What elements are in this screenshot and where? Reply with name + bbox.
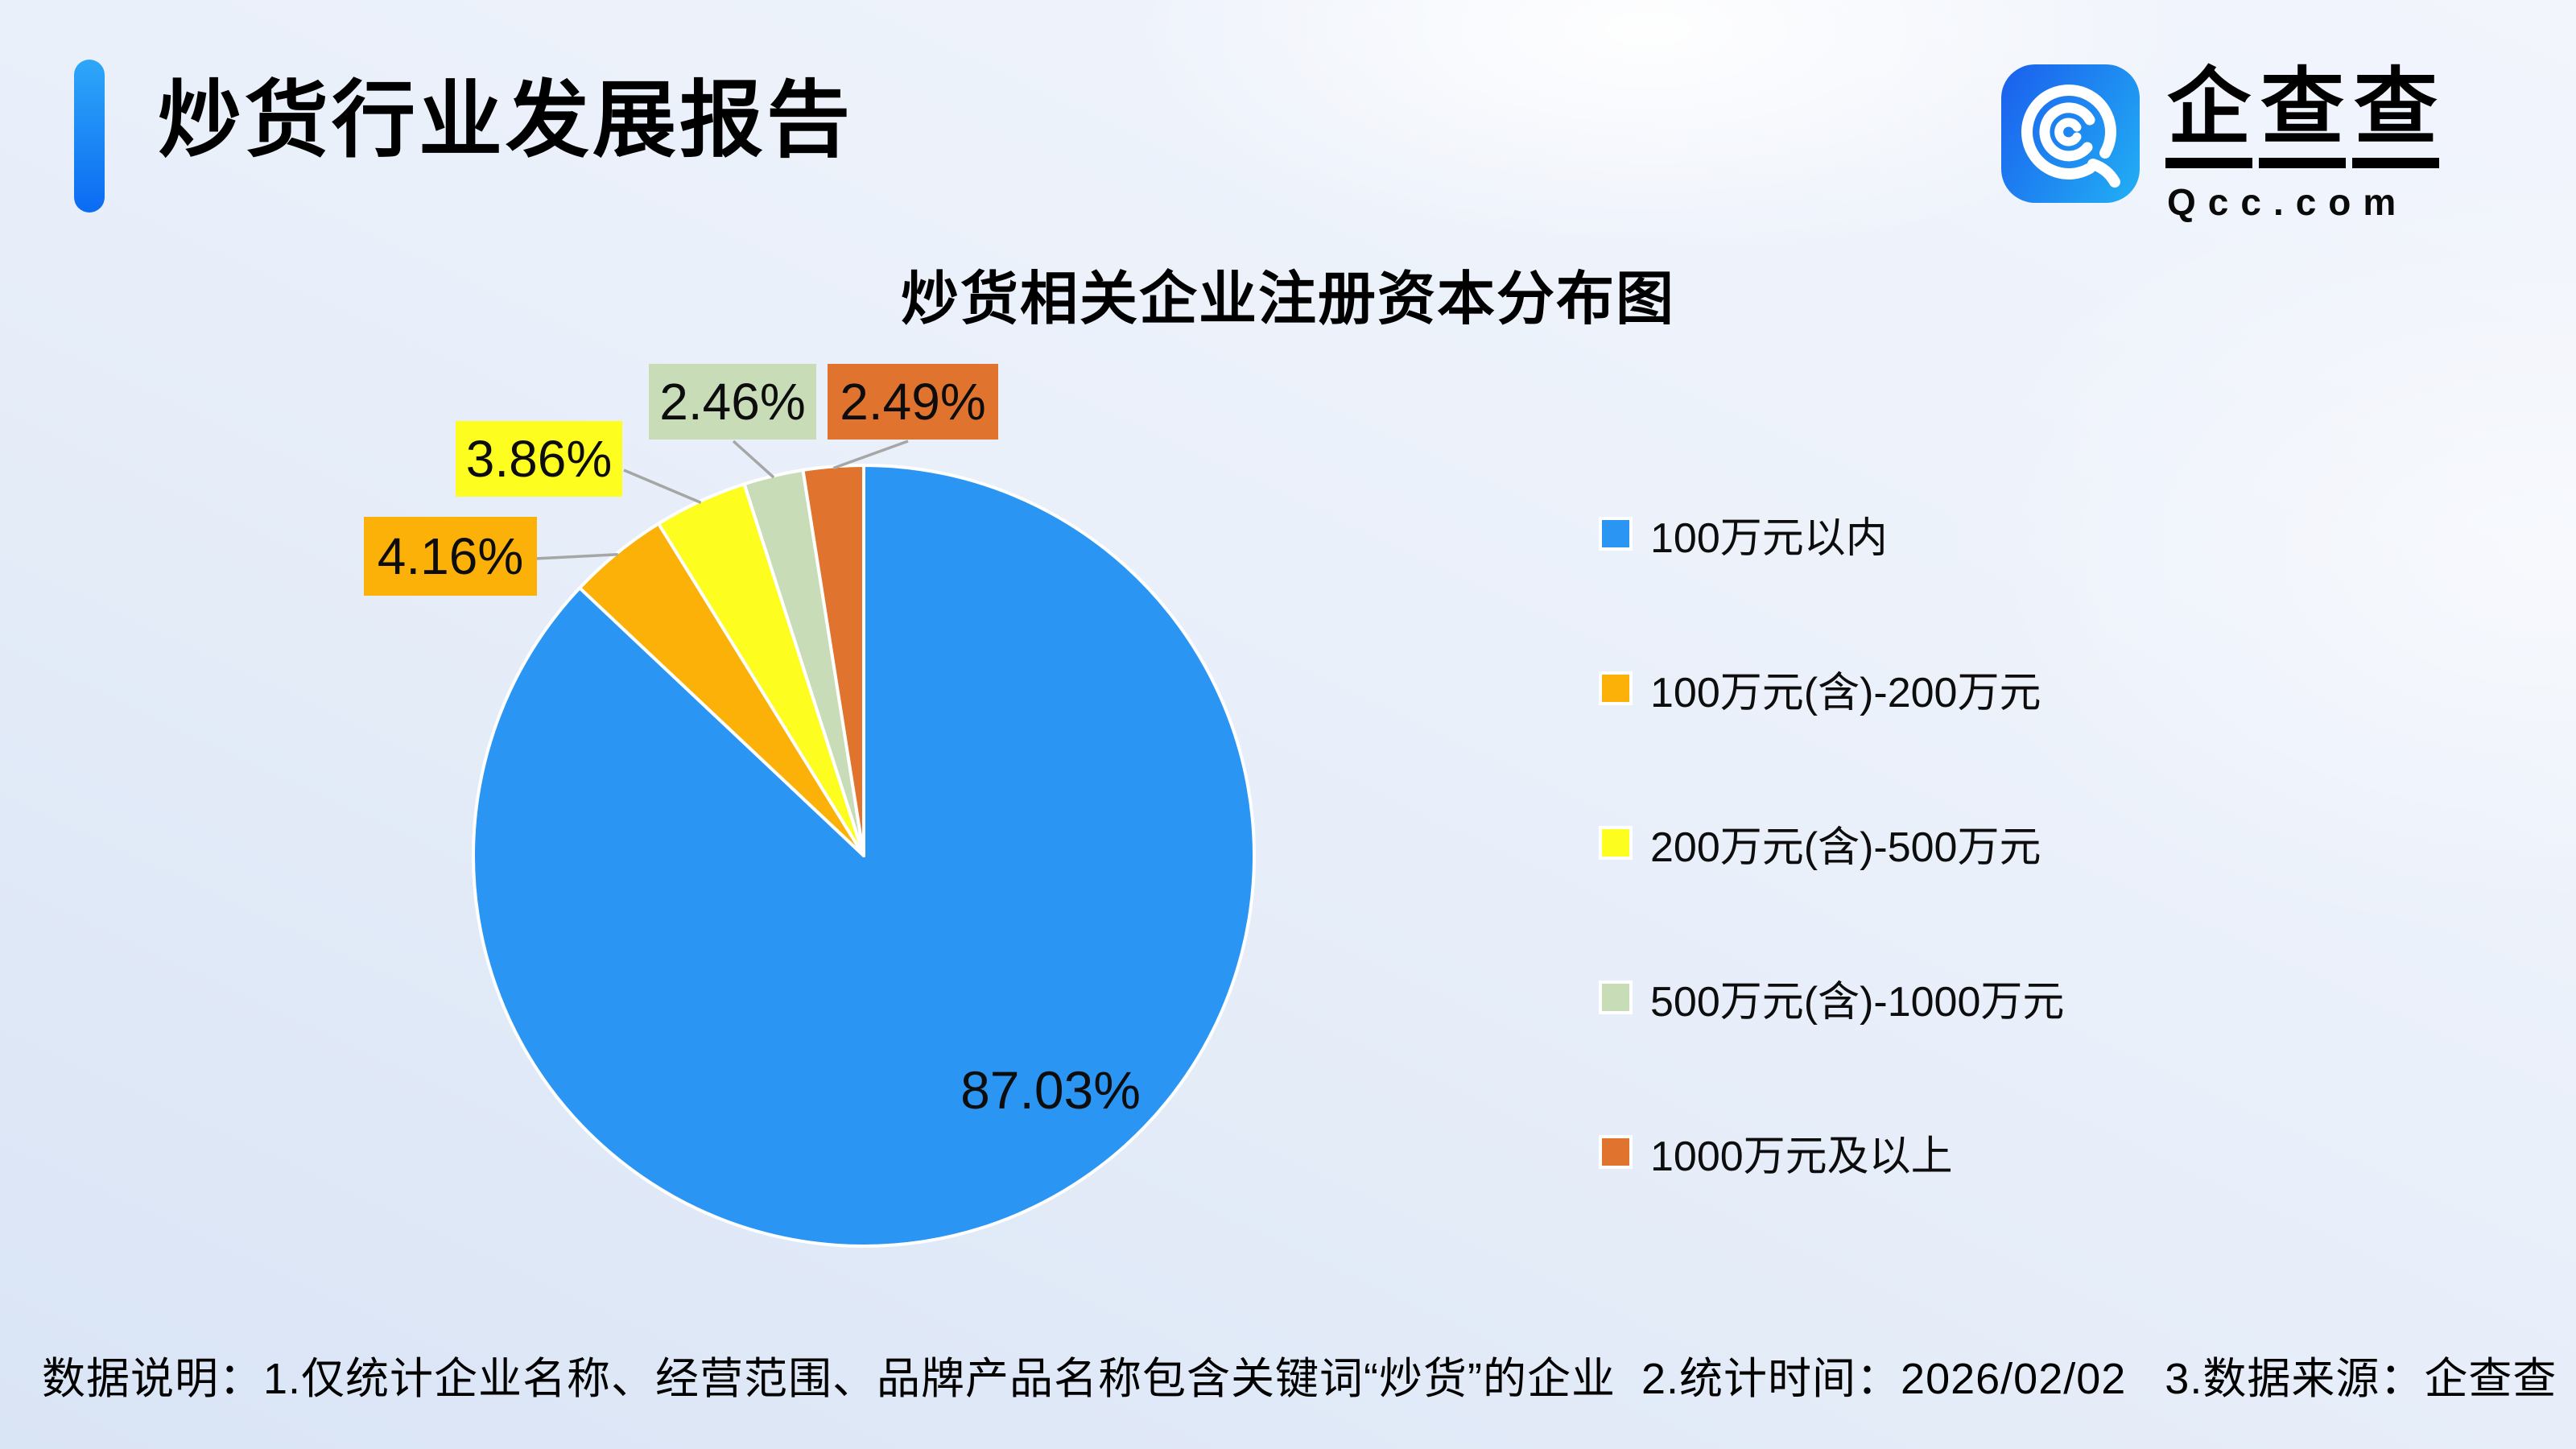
brand-char: 查 <box>2259 66 2347 168</box>
legend-label-4: 1000万元及以上 <box>1650 1133 1953 1180</box>
pie-leader-line-3 <box>732 440 775 479</box>
legend-item-0[interactable]: 100万元以内 <box>1599 510 1888 562</box>
legend-item-2[interactable]: 200万元(含)-500万元 <box>1599 819 2041 871</box>
brand-char: 企 <box>2165 66 2253 168</box>
legend-swatch-2 <box>1599 826 1633 860</box>
footer-note: 数据说明：1.仅统计企业名称、经营范围、品牌产品名称包含关键词“炒货”的企业 2… <box>42 1355 2557 1403</box>
legend-label-3: 500万元(含)-1000万元 <box>1650 978 2065 1026</box>
page-title: 炒货行业发展报告 <box>158 74 854 167</box>
magnifier-q-icon <box>2021 84 2120 188</box>
pie-callout-label-4: 2.49% <box>828 364 998 440</box>
legend-swatch-3 <box>1599 980 1633 1014</box>
pie-leader-line-2 <box>623 469 702 505</box>
pie-callout-label-3: 2.46% <box>649 364 816 440</box>
qcc-logo-icon <box>2001 64 2140 203</box>
legend-item-1[interactable]: 100万元(含)-200万元 <box>1599 664 2041 716</box>
chart-title: 炒货相关企业注册资本分布图 <box>900 267 1675 332</box>
pie-leader-line-4 <box>832 440 909 470</box>
brand-name: 企查查 <box>2165 66 2446 168</box>
legend-swatch-4 <box>1599 1135 1633 1169</box>
brand-char: 查 <box>2352 66 2440 168</box>
pie-slice-value-label: 87.03% <box>960 1060 1141 1120</box>
legend-item-4[interactable]: 1000万元及以上 <box>1599 1128 1953 1180</box>
pie-slice-4[interactable] <box>801 464 865 857</box>
legend-item-3[interactable]: 500万元(含)-1000万元 <box>1599 973 2064 1026</box>
legend-label-0: 100万元以内 <box>1650 514 1888 562</box>
title-accent-bar <box>74 60 105 213</box>
pie-callout-label-1: 4.16% <box>364 517 537 596</box>
brand-logo: 企查查 Qcc.com <box>2001 63 2516 224</box>
pie-leader-line-1 <box>534 552 618 560</box>
legend-label-2: 200万元(含)-500万元 <box>1650 824 2041 871</box>
chart-legend: 100万元以内 100万元(含)-200万元 200万元(含)-500万元 500万元… <box>1599 0 2487 1449</box>
legend-swatch-1 <box>1599 671 1633 705</box>
legend-swatch-0 <box>1599 517 1633 551</box>
pie-callout-label-2: 3.86% <box>456 421 622 497</box>
brand-domain: Qcc.com <box>2167 181 2409 223</box>
legend-label-1: 100万元(含)-200万元 <box>1650 669 2041 716</box>
